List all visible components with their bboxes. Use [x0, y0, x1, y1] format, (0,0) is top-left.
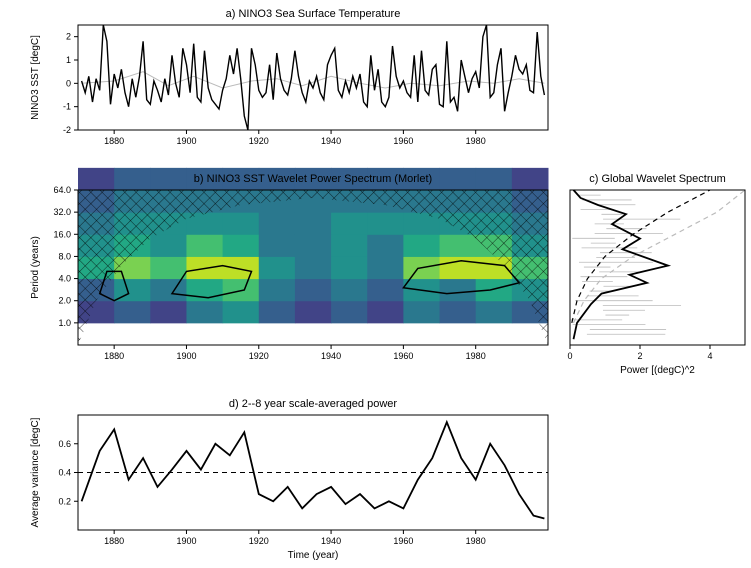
svg-text:0: 0 [66, 78, 71, 88]
svg-text:0: 0 [567, 351, 572, 361]
svg-text:0.6: 0.6 [58, 439, 71, 449]
panel-c-xlabel: Power [(degC)^2 [620, 365, 695, 376]
panel-b: 1.0 2.0 4.0 8.0 16.0 32.0 64.0 1880 1900 1920 1940… [30, 168, 549, 361]
panel-c-title: c) Global Wavelet Spectrum [589, 173, 726, 185]
svg-text:32.0: 32.0 [53, 207, 71, 217]
svg-text:1960: 1960 [393, 351, 413, 361]
svg-text:-2: -2 [63, 125, 71, 135]
svg-text:-1: -1 [63, 102, 71, 112]
svg-text:1.0: 1.0 [58, 318, 71, 328]
svg-text:1880: 1880 [104, 136, 124, 146]
svg-text:2: 2 [637, 351, 642, 361]
svg-text:1880: 1880 [104, 536, 124, 546]
svg-text:1940: 1940 [321, 536, 341, 546]
svg-text:8.0: 8.0 [58, 251, 71, 261]
svg-text:1980: 1980 [466, 536, 486, 546]
svg-text:4.0: 4.0 [58, 274, 71, 284]
panel-c: 0 2 4 c) Global Wavelet Spectrum Power [(deg… [567, 173, 745, 376]
svg-text:4: 4 [707, 351, 712, 361]
svg-text:1900: 1900 [176, 536, 196, 546]
svg-text:1980: 1980 [466, 136, 486, 146]
figure-container: -2 -1 0 1 2 1880 1900 1920 1940 1960 1980 a) NINO3 … [0, 0, 751, 568]
panel-a-ylabel: NINO3 SST [degC] [30, 35, 41, 120]
svg-text:0.2: 0.2 [58, 496, 71, 506]
svg-text:2.0: 2.0 [58, 296, 71, 306]
svg-text:1900: 1900 [176, 136, 196, 146]
svg-text:1900: 1900 [176, 351, 196, 361]
svg-text:1980: 1980 [466, 351, 486, 361]
svg-text:1880: 1880 [104, 351, 124, 361]
svg-text:16.0: 16.0 [53, 229, 71, 239]
panel-b-title: b) NINO3 SST Wavelet Power Spectrum (Mor… [194, 173, 432, 185]
svg-text:0.4: 0.4 [58, 468, 71, 478]
panel-d-xlabel: Time (year) [288, 550, 339, 561]
svg-text:1940: 1940 [321, 351, 341, 361]
panel-d-ylabel: Average variance [degC] [30, 417, 41, 527]
svg-text:64.0: 64.0 [53, 185, 71, 195]
svg-text:1960: 1960 [393, 136, 413, 146]
svg-text:2: 2 [66, 32, 71, 42]
panel-a: -2 -1 0 1 2 1880 1900 1920 1940 1960 1980 a) NINO3 … [30, 8, 548, 146]
svg-text:1920: 1920 [249, 136, 269, 146]
svg-text:1920: 1920 [249, 351, 269, 361]
svg-text:1: 1 [66, 55, 71, 65]
panel-d: 0.2 0.4 0.6 1880 1900 1920 1940 1960 1980 d) 2--8… [30, 398, 548, 561]
svg-text:1920: 1920 [249, 536, 269, 546]
panel-b-ylabel: Period (years) [30, 236, 41, 299]
panel-d-title: d) 2--8 year scale-averaged power [229, 398, 397, 410]
svg-text:1940: 1940 [321, 136, 341, 146]
figure-svg: -2 -1 0 1 2 1880 1900 1920 1940 1960 1980 a) NINO3 … [0, 0, 751, 568]
panel-a-title: a) NINO3 Sea Surface Temperature [226, 8, 401, 20]
svg-text:1960: 1960 [393, 536, 413, 546]
